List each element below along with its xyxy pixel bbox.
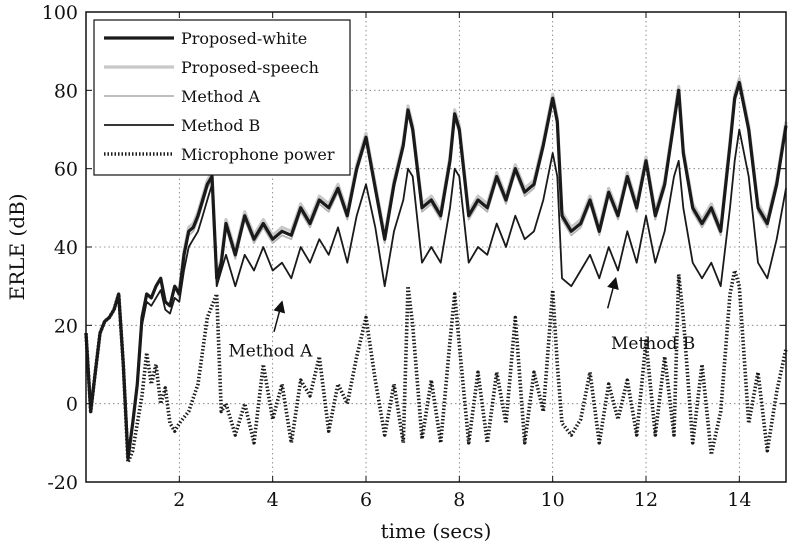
legend: Proposed-white Proposed-speech Method A Met… xyxy=(93,19,351,176)
x-tick-label: 4 xyxy=(267,489,279,511)
y-tick-label: 20 xyxy=(54,315,78,337)
x-tick-label: 8 xyxy=(453,489,465,511)
x-tick-label: 6 xyxy=(360,489,372,511)
y-tick-label: 80 xyxy=(54,80,78,102)
grid xyxy=(86,12,786,482)
y-tick-label: -20 xyxy=(47,472,78,494)
x-axis-label: time (secs) xyxy=(381,519,492,543)
x-tick-label: 10 xyxy=(541,489,565,511)
legend-label: Proposed-white xyxy=(181,29,307,48)
y-axis-label: ERLE (dB) xyxy=(5,193,29,300)
series-line-4 xyxy=(84,268,788,465)
axis-ticks: 2 4 6 8 10 12 14 -20 0 20 40 60 80 100 xyxy=(42,2,786,511)
legend-label: Microphone power xyxy=(181,145,335,164)
legend-label: Proposed-speech xyxy=(181,58,319,77)
legend-label: Method B xyxy=(181,116,260,135)
y-tick-label: 0 xyxy=(66,394,78,416)
plot-lines xyxy=(84,76,788,465)
annotation-label: Method A xyxy=(228,342,313,362)
series-line-3 xyxy=(85,128,787,460)
y-tick-label: 60 xyxy=(54,159,78,181)
x-tick-label: 14 xyxy=(727,489,751,511)
legend-box xyxy=(93,19,351,176)
annotation-arrow xyxy=(606,276,619,309)
y-tick-label: 40 xyxy=(54,237,78,259)
annotation-label: Method B xyxy=(611,334,695,354)
x-tick-label: 12 xyxy=(634,489,658,511)
legend-label: Method A xyxy=(181,87,261,106)
series-line-0 xyxy=(84,80,788,461)
x-tick-label: 2 xyxy=(173,489,185,511)
annotation-arrow xyxy=(273,300,286,333)
annotations: Method A Method B xyxy=(228,276,695,362)
y-tick-label: 100 xyxy=(42,2,78,24)
